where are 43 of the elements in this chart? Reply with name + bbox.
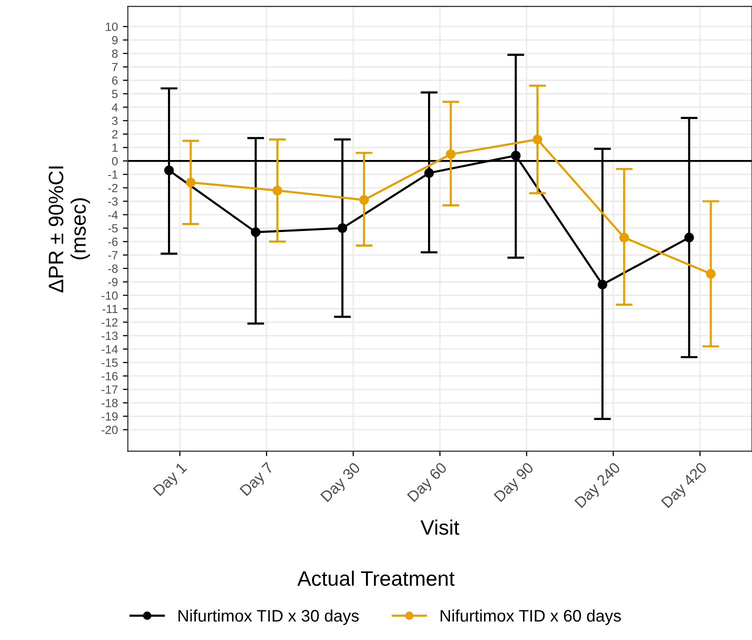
x-tick-label: Day 7 [240, 462, 276, 498]
y-tick-label: -12 [102, 318, 118, 326]
x-tick-label: Day 1 [152, 462, 190, 498]
x-tick-label: Day 90 [494, 462, 536, 504]
y-tick-label: 0 [112, 156, 118, 166]
legend-title: Actual Treatment [297, 570, 455, 586]
x-tick-label: Day 420 [660, 462, 710, 510]
y-tick-label: 10 [106, 22, 118, 31]
y-tick-label: -2 [108, 184, 118, 192]
y-tick-label: 7 [112, 63, 118, 72]
y-tick-label: -18 [102, 398, 118, 408]
y-tick-label: -10 [102, 291, 118, 300]
y-tick-label: -20 [102, 426, 118, 434]
y-tick-label: -13 [102, 332, 118, 340]
y-axis-title: ΔPR ± 90%CI (msec) [48, 166, 90, 292]
legend-label: Nifurtimox TID x 30 days [178, 609, 359, 625]
y-tick-label: -3 [108, 197, 118, 206]
y-tick-label: -1 [108, 170, 118, 179]
y-tick-label: -5 [108, 224, 118, 233]
y-tick-label: 4 [112, 103, 118, 112]
x-tick-label: Day 240 [574, 462, 623, 510]
y-tick-label: -9 [108, 278, 118, 286]
y-tick-label: -17 [102, 386, 118, 394]
legend-label: Nifurtimox TID x 60 days [440, 609, 621, 625]
y-tick-label: 1 [112, 144, 118, 152]
y-tick-label: -19 [102, 412, 118, 421]
y-tick-label: -14 [102, 345, 118, 354]
y-tick-label: 5 [112, 90, 118, 98]
x-axis-title: Visit [420, 520, 460, 535]
y-tick-label: -11 [102, 304, 118, 314]
y-tick-label: -16 [102, 372, 118, 380]
y-tick-label: 6 [112, 76, 118, 85]
y-tick-label: -7 [108, 251, 118, 260]
y-tick-label: -8 [108, 264, 118, 273]
x-tick-label: Day 60 [406, 462, 450, 504]
y-tick-label: -6 [108, 238, 118, 246]
y-tick-label: 8 [112, 49, 118, 58]
y-tick-label: 2 [112, 130, 118, 138]
y-tick-label: 9 [112, 36, 118, 44]
y-tick-label: -15 [102, 358, 118, 367]
x-tick-label: Day 30 [320, 462, 363, 504]
y-tick-label: -4 [108, 210, 118, 219]
y-tick-label: 3 [112, 116, 118, 126]
